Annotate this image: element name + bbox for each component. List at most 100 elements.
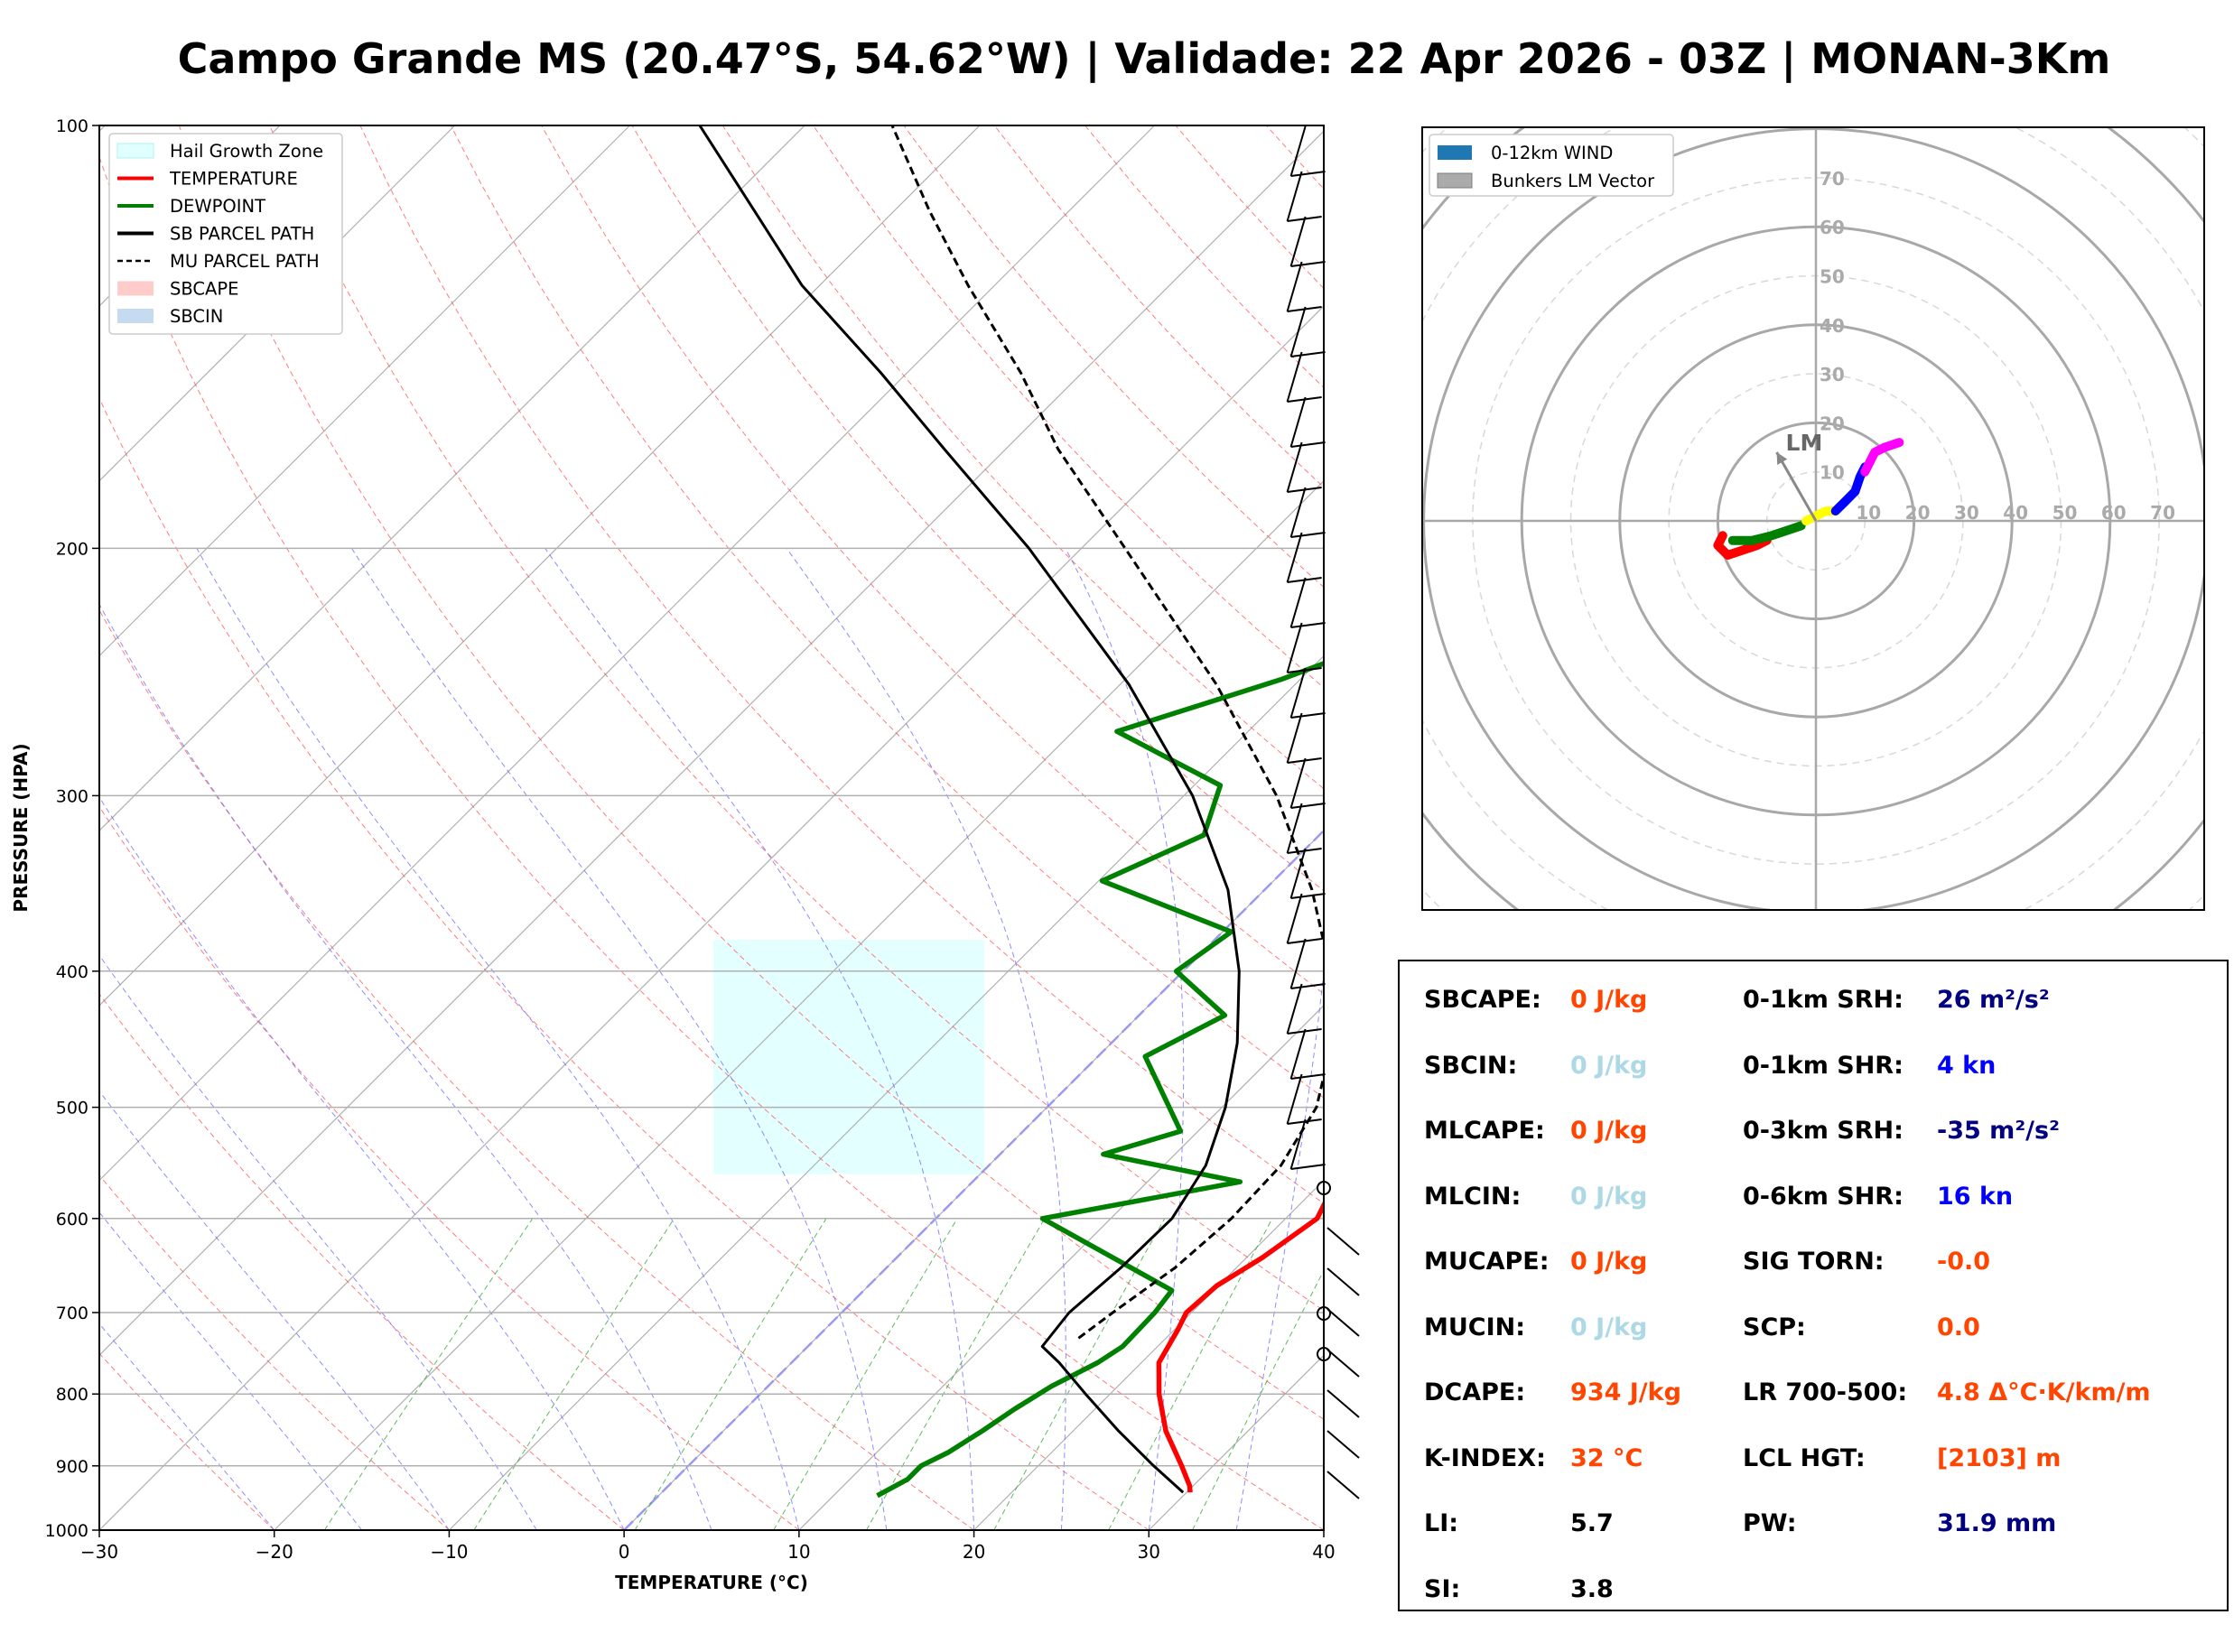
param-label: 0-6km SHR: [1743,1182,1904,1211]
param-value: 5.7 [1570,1509,1614,1537]
y-tick-label: 200 [56,539,88,559]
param-value: -0.0 [1937,1248,1991,1276]
wind-barb-flag [1290,1073,1326,1080]
wind-barb [1289,938,1307,989]
isotherm [798,1005,1324,1530]
moist-adiabat [99,1211,362,1530]
hodo-ring-label: 30 [1954,502,1979,524]
wind-barb [1289,848,1307,899]
bunkers-lm-vector [1775,451,1818,522]
x-tick-label: −10 [430,1541,468,1563]
zero-isotherm [623,829,1324,1530]
y-tick-label: 400 [56,962,88,982]
param-value: 26 m²/s² [1937,986,2050,1014]
hodo-wind-segment [1801,506,1840,525]
isotherm [99,125,981,1007]
isotherm [449,654,1324,1530]
param-label: LR 700-500: [1743,1378,1908,1406]
wind-barb [1289,757,1307,809]
hodo-ring-label: 10 [1820,462,1845,484]
dry-adiabat [541,125,1324,995]
wind-barb-flag [1290,893,1326,899]
dry-adiabat [99,805,800,1530]
hodo-ring-label: 30 [1820,364,1845,385]
wind-barb-flag [1290,441,1326,448]
y-tick-label: 1000 [45,1521,88,1541]
wind-barb [1326,1227,1360,1256]
x-tick-label: 40 [1312,1541,1335,1563]
calm-wind-marker [1317,1181,1331,1195]
isotherm [274,479,1324,1530]
wind-barb [1286,171,1303,222]
dry-adiabat [99,993,625,1530]
legend-swatch [117,281,154,296]
legend-swatch [1437,172,1473,189]
hodo-ring-label: 40 [1820,315,1845,337]
param-value: 32 °C [1570,1443,1643,1472]
hodo-wind-segment [1713,531,1772,560]
x-tick-label: 30 [1138,1541,1160,1563]
wind-barb [1286,351,1303,403]
bunkers-lm-label: LM [1786,430,1823,456]
hodograph-legend: 0-12km WIND Bunkers LM Vector [1429,134,1674,197]
series-mu-parcel-path [890,125,1324,1340]
wind-barb-flag [1290,712,1326,719]
legend-label: SBCAPE [170,279,238,300]
wind-barb-flag [1290,983,1326,989]
param-label: 0-1km SRH: [1743,986,1904,1014]
hodo-ring-label: 70 [1820,168,1845,190]
y-tick-label: 900 [56,1457,88,1477]
param-label: MLCIN: [1424,1182,1522,1211]
param-value: [2103] m [1937,1443,2062,1472]
chart-title: Campo Grande MS (20.47°S, 54.62°W) | Val… [177,34,2111,83]
legend-label: MU PARCEL PATH [170,251,320,272]
isotherm [99,125,630,657]
param-value: 0 J/kg [1570,1051,1648,1080]
legend-label: Bunkers LM Vector [1491,171,1655,191]
param-value: 0.0 [1937,1313,1980,1341]
param-value: 0 J/kg [1570,1313,1648,1341]
param-label: SBCAPE: [1424,986,1541,1014]
legend-box [1429,134,1674,197]
wind-barb [1289,667,1307,719]
dry-adiabat [813,125,1324,689]
hodo-wind-segment [1860,438,1904,477]
param-label: MUCAPE: [1424,1248,1550,1276]
wind-barb [1289,125,1307,177]
param-value: 934 J/kg [1570,1378,1681,1406]
x-tick-label: 20 [963,1541,985,1563]
hodo-ring-label: 40 [2003,502,2028,524]
bunkers-lm-arrowhead [1776,451,1788,465]
wind-barb [1286,261,1303,312]
hodograph-frame [1421,126,2205,911]
param-label: MUCIN: [1424,1313,1526,1341]
hodo-wind-segment [1727,521,1806,545]
wind-barb [1286,532,1303,583]
param-value: 3.8 [1570,1574,1614,1603]
y-tick-label: 600 [56,1210,88,1230]
param-label: DCAPE: [1424,1378,1526,1406]
calm-wind-marker [1317,1347,1331,1361]
calm-wind-marker [1317,1306,1331,1321]
wind-barb [1326,1389,1360,1418]
wind-barb-flag [1290,532,1326,538]
param-value: 4.8 Δ°C·K/km/m [1937,1378,2151,1406]
mixing-ratio-line [634,1218,827,1530]
wind-barb-flag [1290,351,1326,357]
param-label: SIG TORN: [1743,1248,1885,1276]
wind-barb [1289,216,1307,267]
param-value: 0 J/kg [1570,1182,1648,1211]
param-label: LCL HGT: [1743,1443,1866,1472]
legend-box [108,133,343,335]
param-label: K-INDEX: [1424,1443,1546,1472]
param-label: LI: [1424,1509,1459,1537]
legend-label: TEMPERATURE [169,169,298,190]
param-value: 0 J/kg [1570,986,1648,1014]
legend-label: DEWPOINT [170,196,265,217]
series-sb-parcel-path [698,125,1241,1494]
wind-barb [1289,487,1307,538]
isotherm [99,125,805,831]
isotherm [99,305,1324,1530]
